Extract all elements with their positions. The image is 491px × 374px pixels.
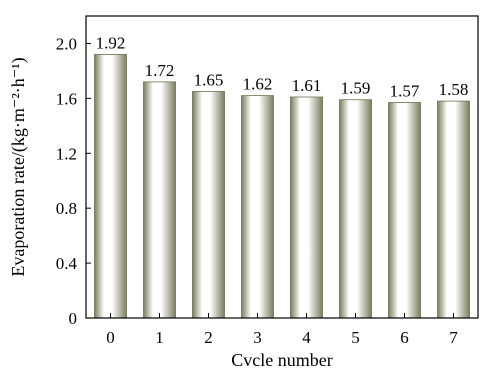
data-label-cycle-3: 1.62 xyxy=(243,75,273,94)
x-tick-label: 0 xyxy=(106,328,115,347)
data-label-cycle-0: 1.92 xyxy=(96,33,126,52)
x-tick-label: 6 xyxy=(400,328,409,347)
data-label-cycle-5: 1.59 xyxy=(341,79,371,98)
data-label-cycle-1: 1.72 xyxy=(145,61,175,80)
plot-frame xyxy=(85,15,479,319)
y-tick-label: 0 xyxy=(69,309,78,328)
y-axis-ticks: 0 0.4 0.8 1.2 1.6 2.0 xyxy=(56,34,91,328)
y-tick-label: 0.4 xyxy=(56,254,78,273)
x-tick-label: 4 xyxy=(302,328,311,347)
bar-cycle-2 xyxy=(192,91,225,319)
bar-cycle-3 xyxy=(241,95,274,319)
bar-cycle-7 xyxy=(437,100,470,319)
x-axis-title: Cvcle number xyxy=(231,350,332,370)
y-tick-label: 0.8 xyxy=(56,199,77,218)
bar-cycle-1 xyxy=(143,81,176,319)
bar-cycle-4 xyxy=(290,96,323,319)
y-axis-title: Evaporation rate/(kg·m⁻²·h⁻¹) xyxy=(8,57,29,276)
data-label-cycle-4: 1.61 xyxy=(292,76,322,95)
x-tick-label: 2 xyxy=(204,328,213,347)
data-label-cycle-2: 1.65 xyxy=(194,71,224,90)
x-axis-ticks: 0 1 2 3 4 5 6 7 xyxy=(106,313,458,347)
y-tick-label: 1.6 xyxy=(56,89,77,108)
data-label-cycle-6: 1.57 xyxy=(390,81,420,100)
x-tick-label: 7 xyxy=(449,328,458,347)
bar-cycle-0 xyxy=(94,54,127,319)
x-tick-label: 5 xyxy=(351,328,360,347)
bar-cycle-6 xyxy=(388,102,421,319)
x-tick-label: 1 xyxy=(155,328,164,347)
bar-cycle-5 xyxy=(339,99,372,319)
y-tick-label: 2.0 xyxy=(56,34,77,53)
x-tick-label: 3 xyxy=(253,328,262,347)
data-label-cycle-7: 1.58 xyxy=(439,80,469,99)
y-tick-label: 1.2 xyxy=(56,144,77,163)
data-labels: 1.92 1.72 1.65 1.62 1.61 1.59 1.57 1.58 xyxy=(96,33,469,100)
bars xyxy=(94,54,470,319)
